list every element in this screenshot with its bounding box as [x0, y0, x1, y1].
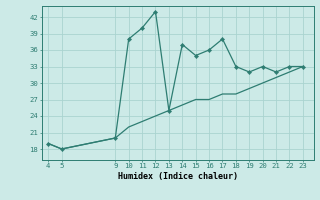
X-axis label: Humidex (Indice chaleur): Humidex (Indice chaleur)	[118, 172, 237, 181]
